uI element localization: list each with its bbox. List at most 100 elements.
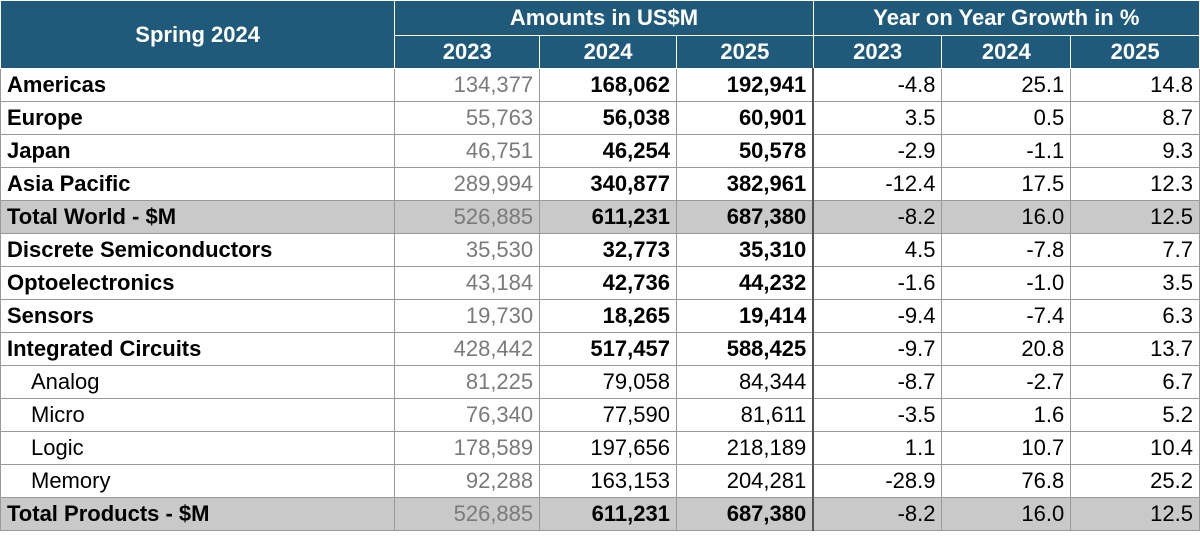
growth-2025: 9.3 bbox=[1070, 134, 1200, 168]
amount-2024: 77,590 bbox=[539, 398, 677, 432]
amount-2025: 588,425 bbox=[675, 332, 815, 366]
header-row-top: Spring 2024 Amounts in US$M Year on Year… bbox=[0, 0, 1200, 69]
table-title: Spring 2024 bbox=[0, 0, 396, 69]
growth-2024: 0.5 bbox=[941, 101, 1072, 135]
amount-2025: 84,344 bbox=[675, 365, 815, 399]
amount-2023: 178,589 bbox=[394, 431, 541, 465]
row-label: Discrete Semiconductors bbox=[0, 233, 396, 267]
row-label: Analog bbox=[0, 365, 396, 399]
amount-2024: 42,736 bbox=[539, 266, 677, 300]
growth-2024: 16.0 bbox=[941, 200, 1072, 234]
amount-2023: 46,751 bbox=[394, 134, 541, 168]
row-label: Total World - $M bbox=[0, 200, 396, 234]
amount-2023: 92,288 bbox=[394, 464, 541, 498]
growth-2024: -1.0 bbox=[941, 266, 1072, 300]
table-row-europe: Europe 55,763 56,038 60,901 3.5 0.5 8.7 bbox=[0, 101, 1200, 135]
table-row-memory: Memory 92,288 163,153 204,281 -28.9 76.8… bbox=[0, 464, 1200, 498]
growth-2023: -28.9 bbox=[812, 464, 943, 498]
growth-year-2023: 2023 bbox=[812, 35, 943, 69]
growth-2025: 14.8 bbox=[1070, 68, 1200, 102]
growth-2023: -9.4 bbox=[812, 299, 943, 333]
forecast-table: Spring 2024 Amounts in US$M Year on Year… bbox=[0, 0, 1200, 531]
growth-2023: -12.4 bbox=[812, 167, 943, 201]
amount-2023: 289,994 bbox=[394, 167, 541, 201]
amount-2025: 44,232 bbox=[675, 266, 815, 300]
amount-2024: 168,062 bbox=[539, 68, 677, 102]
growth-2025: 10.4 bbox=[1070, 431, 1200, 465]
amount-2025: 687,380 bbox=[675, 497, 815, 531]
growth-2025: 12.5 bbox=[1070, 497, 1200, 531]
growth-2024: 10.7 bbox=[941, 431, 1072, 465]
growth-2024: -1.1 bbox=[941, 134, 1072, 168]
row-label: Americas bbox=[0, 68, 396, 102]
growth-2025: 6.7 bbox=[1070, 365, 1200, 399]
growth-2024: -7.4 bbox=[941, 299, 1072, 333]
amount-2023: 526,885 bbox=[394, 497, 541, 531]
growth-2024: 25.1 bbox=[941, 68, 1072, 102]
amount-2025: 192,941 bbox=[675, 68, 815, 102]
amount-2024: 32,773 bbox=[539, 233, 677, 267]
amount-2024: 56,038 bbox=[539, 101, 677, 135]
amount-2025: 382,961 bbox=[675, 167, 815, 201]
amount-2024: 611,231 bbox=[539, 497, 677, 531]
growth-2025: 12.3 bbox=[1070, 167, 1200, 201]
growth-2024: 20.8 bbox=[941, 332, 1072, 366]
table-row-americas: Americas 134,377 168,062 192,941 -4.8 25… bbox=[0, 68, 1200, 102]
amount-2024: 18,265 bbox=[539, 299, 677, 333]
table-row-optoelectronics: Optoelectronics 43,184 42,736 44,232 -1.… bbox=[0, 266, 1200, 300]
row-label: Integrated Circuits bbox=[0, 332, 396, 366]
growth-2023: 4.5 bbox=[812, 233, 943, 267]
table-row-discrete-semiconductors: Discrete Semiconductors 35,530 32,773 35… bbox=[0, 233, 1200, 267]
growth-2024: 1.6 bbox=[941, 398, 1072, 432]
amount-2023: 43,184 bbox=[394, 266, 541, 300]
amount-2025: 204,281 bbox=[675, 464, 815, 498]
growth-2023: -4.8 bbox=[812, 68, 943, 102]
growth-year-2025: 2025 bbox=[1070, 35, 1200, 69]
amount-2023: 81,225 bbox=[394, 365, 541, 399]
amount-2024: 163,153 bbox=[539, 464, 677, 498]
growth-heading: Year on Year Growth in % bbox=[812, 0, 1200, 36]
growth-2024: -2.7 bbox=[941, 365, 1072, 399]
amount-2024: 46,254 bbox=[539, 134, 677, 168]
amount-2025: 687,380 bbox=[675, 200, 815, 234]
growth-2025: 7.7 bbox=[1070, 233, 1200, 267]
table-row-sensors: Sensors 19,730 18,265 19,414 -9.4 -7.4 6… bbox=[0, 299, 1200, 333]
growth-2024: 76.8 bbox=[941, 464, 1072, 498]
amount-2023: 19,730 bbox=[394, 299, 541, 333]
growth-2023: -8.7 bbox=[812, 365, 943, 399]
row-label: Optoelectronics bbox=[0, 266, 396, 300]
amounts-heading: Amounts in US$M bbox=[394, 0, 814, 36]
amount-2024: 79,058 bbox=[539, 365, 677, 399]
growth-2024: -7.8 bbox=[941, 233, 1072, 267]
growth-2024: 17.5 bbox=[941, 167, 1072, 201]
row-label: Asia Pacific bbox=[0, 167, 396, 201]
growth-2024: 16.0 bbox=[941, 497, 1072, 531]
growth-2025: 13.7 bbox=[1070, 332, 1200, 366]
amount-2024: 197,656 bbox=[539, 431, 677, 465]
amount-2025: 81,611 bbox=[675, 398, 815, 432]
growth-2023: -8.2 bbox=[812, 200, 943, 234]
row-label: Logic bbox=[0, 431, 396, 465]
table-row-analog: Analog 81,225 79,058 84,344 -8.7 -2.7 6.… bbox=[0, 365, 1200, 399]
growth-2023: -2.9 bbox=[812, 134, 943, 168]
table-row-asia-pacific: Asia Pacific 289,994 340,877 382,961 -12… bbox=[0, 167, 1200, 201]
amount-2023: 76,340 bbox=[394, 398, 541, 432]
amount-2023: 134,377 bbox=[394, 68, 541, 102]
amount-2025: 218,189 bbox=[675, 431, 815, 465]
header-row-years: 2023 2024 2025 2023 2024 2025 bbox=[1, 35, 1200, 69]
row-label: Japan bbox=[0, 134, 396, 168]
row-label: Memory bbox=[0, 464, 396, 498]
row-label: Europe bbox=[0, 101, 396, 135]
amount-2024: 340,877 bbox=[539, 167, 677, 201]
amounts-year-2024: 2024 bbox=[539, 35, 677, 69]
row-label: Micro bbox=[0, 398, 396, 432]
table-row-logic: Logic 178,589 197,656 218,189 1.1 10.7 1… bbox=[0, 431, 1200, 465]
amount-2025: 19,414 bbox=[675, 299, 815, 333]
amount-2023: 55,763 bbox=[394, 101, 541, 135]
amount-2023: 428,442 bbox=[394, 332, 541, 366]
table-row-integrated-circuits: Integrated Circuits 428,442 517,457 588,… bbox=[0, 332, 1200, 366]
amount-2025: 50,578 bbox=[675, 134, 815, 168]
growth-2023: -8.2 bbox=[812, 497, 943, 531]
growth-2023: -9.7 bbox=[812, 332, 943, 366]
growth-2023: -3.5 bbox=[812, 398, 943, 432]
